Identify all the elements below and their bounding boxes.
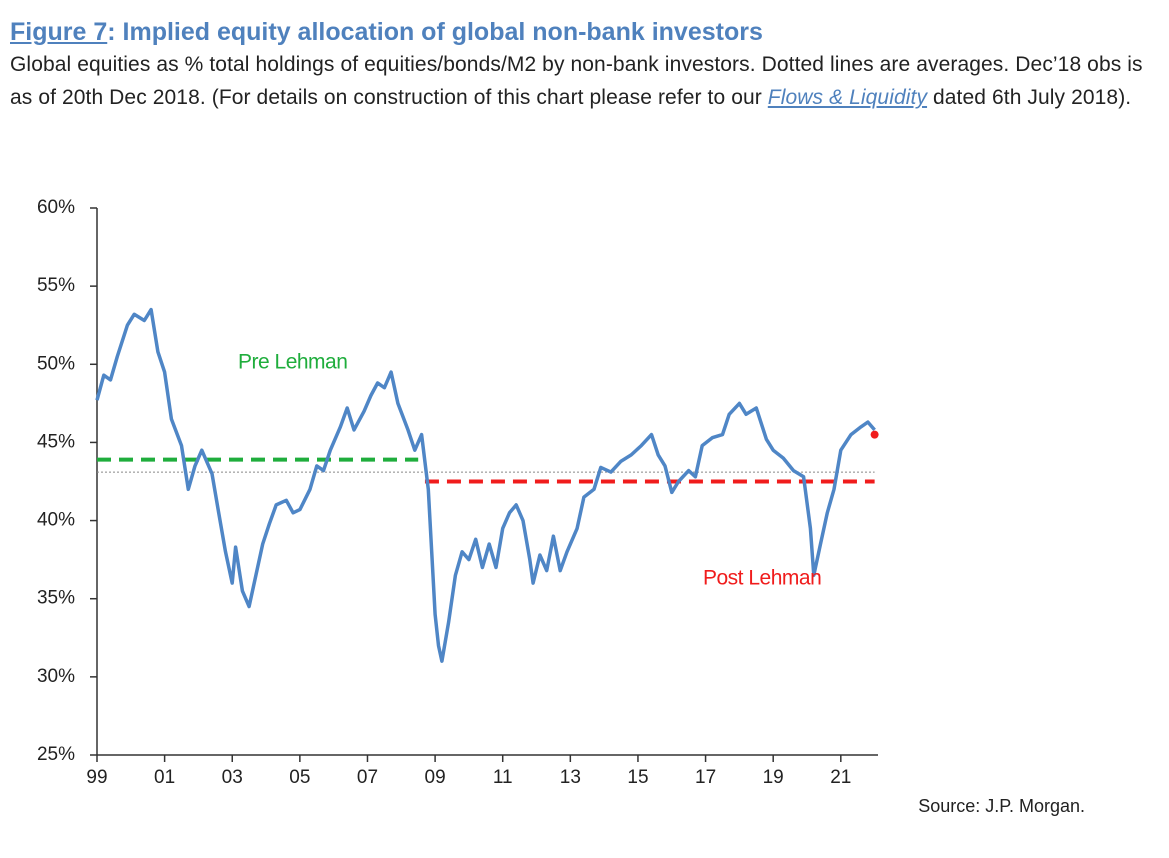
x-tick-label: 19 [763, 767, 784, 788]
y-tick-label: 25% [37, 744, 75, 765]
end-marker [870, 430, 879, 439]
x-tick-label: 11 [493, 767, 513, 788]
subtitle-text: dated 6th July 2018). [927, 86, 1132, 109]
header: Figure 7: Implied equity allocation of g… [10, 16, 1160, 114]
subtitle: Global equities as % total holdings of e… [10, 48, 1160, 114]
subtitle-text: Global equities as % total holdings of e… [10, 53, 1143, 109]
x-tick-label: 03 [222, 767, 243, 788]
y-tick-label: 60% [37, 197, 75, 218]
x-tick-label: 15 [627, 767, 648, 788]
report-link[interactable]: Flows & Liquidity [767, 86, 928, 109]
x-tick-label: 07 [357, 767, 378, 788]
source: Source: J.P. Morgan. [918, 796, 1085, 816]
x-tick-label: 09 [425, 767, 446, 788]
figure-link[interactable]: Figure 7 [10, 18, 108, 46]
x-tick-label: 01 [154, 767, 175, 788]
series-line [95, 307, 876, 663]
figure-title: Figure 7: Implied equity allocation of g… [10, 16, 1160, 48]
annotation: Post Lehman [703, 567, 821, 590]
y-tick-label: 55% [37, 275, 75, 296]
x-tick-label: 05 [289, 767, 310, 788]
x-tick-label: 21 [830, 767, 851, 788]
y-tick-label: 35% [37, 588, 75, 609]
y-tick-label: 40% [37, 510, 75, 531]
annotation: Pre Lehman [238, 351, 347, 374]
title-text: : Implied equity allocation of global no… [107, 18, 763, 46]
x-tick-label: 99 [86, 767, 107, 788]
y-tick-label: 50% [37, 353, 75, 374]
x-tick-label: 13 [560, 767, 581, 788]
y-tick-label: 30% [37, 666, 75, 687]
y-tick-label: 45% [37, 431, 75, 452]
x-tick-label: 17 [695, 767, 716, 788]
